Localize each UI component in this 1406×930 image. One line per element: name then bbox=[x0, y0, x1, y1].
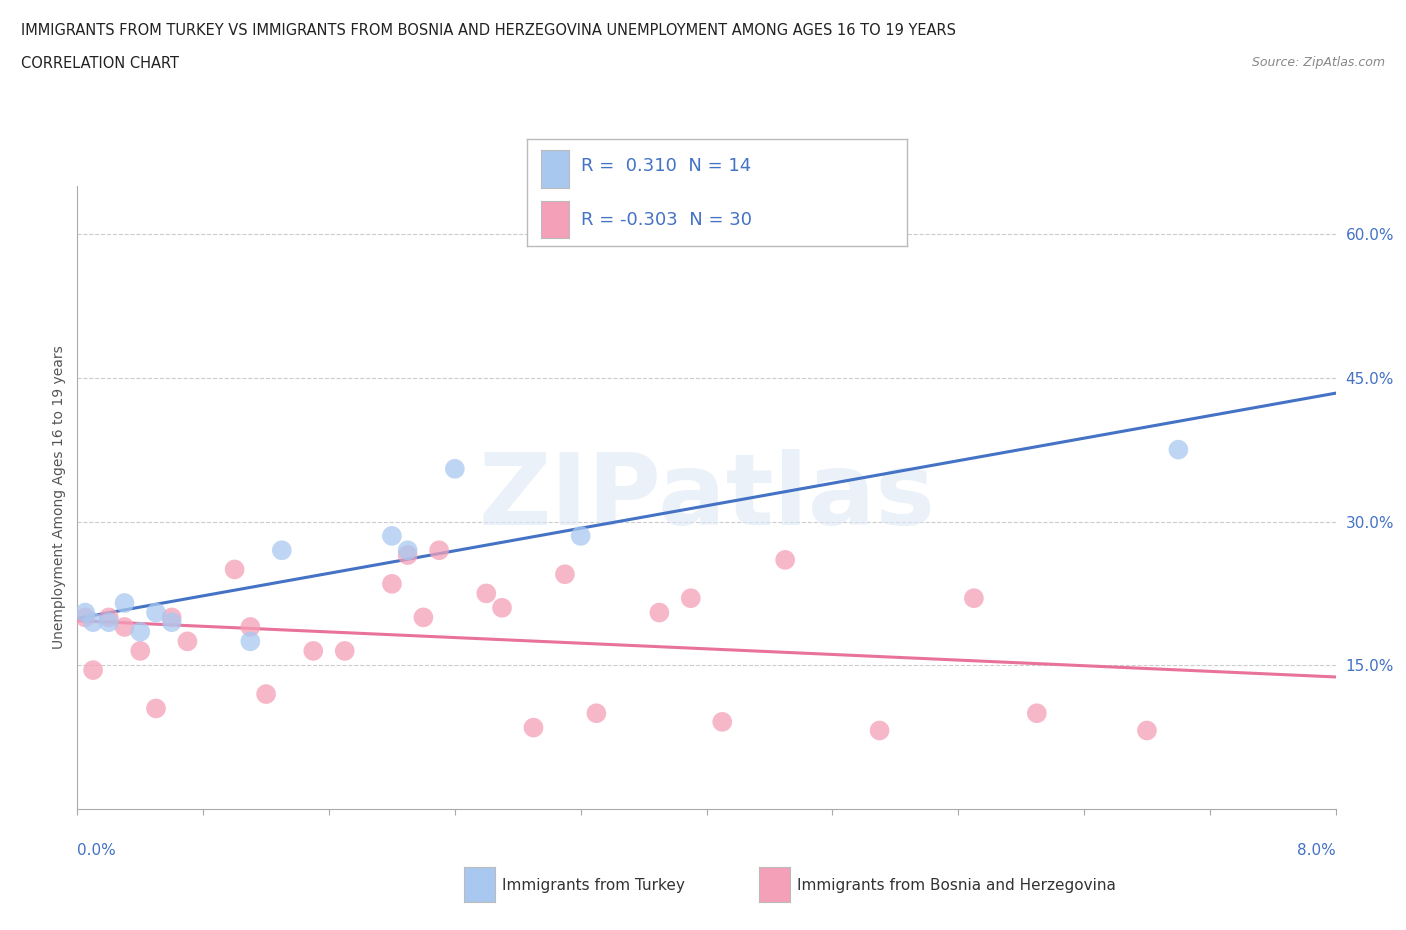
Point bbox=[381, 528, 404, 543]
Point bbox=[396, 548, 419, 563]
Point bbox=[224, 562, 246, 577]
Point bbox=[239, 634, 262, 649]
Text: Immigrants from Bosnia and Herzegovina: Immigrants from Bosnia and Herzegovina bbox=[797, 878, 1116, 893]
Point bbox=[491, 601, 513, 616]
Point bbox=[114, 619, 136, 634]
Point bbox=[869, 723, 891, 737]
Point bbox=[97, 615, 120, 630]
Point bbox=[475, 586, 498, 601]
Point bbox=[254, 686, 277, 701]
Text: Immigrants from Turkey: Immigrants from Turkey bbox=[502, 878, 685, 893]
Point bbox=[711, 714, 734, 729]
Text: CORRELATION CHART: CORRELATION CHART bbox=[21, 56, 179, 71]
Y-axis label: Unemployment Among Ages 16 to 19 years: Unemployment Among Ages 16 to 19 years bbox=[52, 346, 66, 649]
Text: R =  0.310  N = 14: R = 0.310 N = 14 bbox=[581, 157, 751, 175]
Point bbox=[75, 610, 97, 625]
Point bbox=[412, 610, 434, 625]
Point bbox=[444, 461, 467, 476]
Point bbox=[97, 610, 120, 625]
Point bbox=[114, 595, 136, 610]
Point bbox=[1136, 723, 1159, 737]
Point bbox=[82, 663, 104, 678]
Point bbox=[1167, 442, 1189, 457]
Point bbox=[773, 552, 796, 567]
Point bbox=[239, 619, 262, 634]
Point bbox=[270, 543, 292, 558]
Point bbox=[648, 605, 671, 620]
Point bbox=[176, 634, 198, 649]
Point bbox=[145, 605, 167, 620]
Point bbox=[522, 720, 544, 735]
Text: ZIPatlas: ZIPatlas bbox=[478, 449, 935, 546]
Point bbox=[585, 706, 607, 721]
Point bbox=[333, 644, 356, 658]
Point bbox=[82, 615, 104, 630]
Text: IMMIGRANTS FROM TURKEY VS IMMIGRANTS FROM BOSNIA AND HERZEGOVINA UNEMPLOYMENT AM: IMMIGRANTS FROM TURKEY VS IMMIGRANTS FRO… bbox=[21, 23, 956, 38]
Point bbox=[160, 615, 183, 630]
Point bbox=[129, 624, 152, 639]
Text: R = -0.303  N = 30: R = -0.303 N = 30 bbox=[581, 211, 752, 229]
Point bbox=[963, 591, 986, 605]
Point bbox=[302, 644, 325, 658]
Point bbox=[75, 605, 97, 620]
Point bbox=[679, 591, 702, 605]
Text: Source: ZipAtlas.com: Source: ZipAtlas.com bbox=[1251, 56, 1385, 69]
Point bbox=[129, 644, 152, 658]
Point bbox=[1025, 706, 1047, 721]
Text: 0.0%: 0.0% bbox=[77, 844, 117, 858]
Point bbox=[160, 610, 183, 625]
Point bbox=[381, 577, 404, 591]
Point bbox=[145, 701, 167, 716]
Point bbox=[396, 543, 419, 558]
Point bbox=[569, 528, 592, 543]
Point bbox=[427, 543, 450, 558]
Text: 8.0%: 8.0% bbox=[1296, 844, 1336, 858]
Point bbox=[554, 566, 576, 581]
